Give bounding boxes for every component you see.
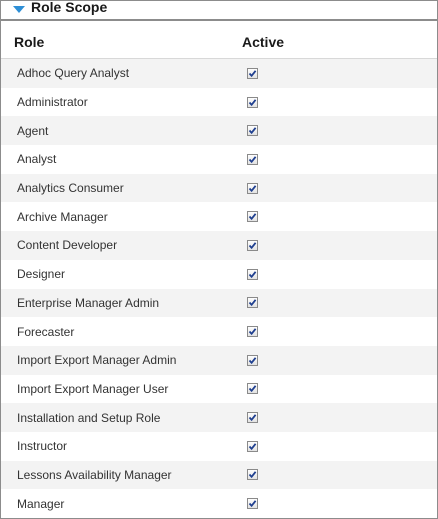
role-list: Adhoc Query Analyst Administrator Agent Ana… — [1, 59, 437, 518]
column-header-role[interactable]: Role — [14, 34, 45, 50]
checkmark-icon — [248, 156, 257, 164]
active-checkbox[interactable] — [247, 326, 258, 338]
role-name: Agent — [17, 123, 49, 138]
table-row: Designer — [1, 260, 437, 289]
table-row: Import Export Manager User — [1, 375, 437, 404]
table-row: Agent — [1, 116, 437, 146]
checkmark-icon — [248, 443, 257, 450]
table-row: Analyst — [1, 145, 437, 174]
panel-header[interactable]: Role Scope — [1, 1, 437, 19]
table-row: Forecaster — [1, 317, 437, 346]
role-name: Import Export Manager Admin — [17, 353, 177, 368]
active-checkbox[interactable] — [247, 153, 258, 165]
checkmark-icon — [248, 242, 257, 250]
role-name: Lessons Availability Manager — [17, 467, 172, 482]
checkmark-icon — [248, 356, 257, 364]
table-row: Instructor — [1, 432, 437, 461]
table-row: Import Export Manager Admin — [1, 345, 437, 375]
active-checkbox[interactable] — [247, 182, 258, 194]
checkmark-icon — [248, 270, 257, 278]
checkmark-icon — [248, 414, 257, 422]
checkmark-icon — [248, 70, 257, 78]
column-header-active[interactable]: Active — [242, 34, 285, 50]
table-row: Content Developer — [1, 231, 437, 260]
active-checkbox[interactable] — [247, 268, 258, 280]
active-checkbox[interactable] — [247, 469, 258, 481]
role-name: Designer — [17, 267, 66, 282]
role-name: Administrator — [17, 95, 88, 110]
role-name: Archive Manager — [17, 209, 108, 224]
checkmark-icon — [248, 385, 257, 393]
role-name: Forecaster — [17, 324, 75, 339]
active-checkbox[interactable] — [247, 383, 258, 395]
active-checkbox[interactable] — [247, 125, 258, 137]
role-name: Analytics Consumer — [17, 181, 124, 196]
column-header-divider — [1, 58, 437, 59]
role-name: Analyst — [17, 152, 57, 167]
active-checkbox[interactable] — [247, 239, 258, 251]
active-checkbox[interactable] — [247, 354, 258, 366]
active-checkbox[interactable] — [247, 67, 258, 79]
table-row: Archive Manager — [1, 202, 437, 231]
checkmark-icon — [248, 184, 257, 192]
table-row: Adhoc Query Analyst — [1, 59, 437, 88]
role-name: Enterprise Manager Admin — [17, 295, 160, 310]
role-name: Import Export Manager User — [17, 381, 169, 396]
role-name: Instructor — [17, 439, 68, 454]
role-name: Manager — [17, 496, 65, 511]
active-checkbox[interactable] — [247, 498, 258, 510]
panel-title: Role Scope — [31, 0, 108, 15]
table-row: Analytics Consumer — [1, 173, 437, 203]
active-checkbox[interactable] — [247, 440, 258, 452]
active-checkbox[interactable] — [247, 297, 258, 309]
checkmark-icon — [248, 213, 257, 221]
active-checkbox[interactable] — [247, 96, 258, 108]
active-checkbox[interactable] — [247, 211, 258, 223]
active-checkbox[interactable] — [247, 412, 258, 424]
role-name: Content Developer — [17, 238, 118, 253]
checkmark-icon — [248, 500, 257, 508]
checkmark-icon — [248, 328, 257, 336]
table-row: Lessons Availability Manager — [1, 460, 437, 490]
header-divider — [1, 19, 437, 21]
checkmark-icon — [248, 98, 257, 106]
checkmark-icon — [248, 299, 257, 307]
role-name: Installation and Setup Role — [17, 410, 161, 425]
table-row: Manager — [1, 489, 437, 518]
table-row: Administrator — [1, 88, 437, 117]
table-row: Installation and Setup Role — [1, 403, 437, 432]
checkmark-icon — [248, 127, 257, 135]
checkmark-icon — [248, 471, 257, 479]
role-name: Adhoc Query Analyst — [17, 66, 130, 81]
caret-down-icon[interactable] — [13, 5, 25, 13]
table-row: Enterprise Manager Admin — [1, 288, 437, 318]
